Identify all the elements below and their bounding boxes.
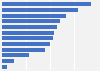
Bar — [2, 25, 57, 29]
Bar — [2, 53, 29, 57]
Bar — [2, 14, 66, 18]
Bar — [2, 65, 7, 69]
Bar — [2, 42, 50, 46]
Bar — [2, 31, 54, 35]
Bar — [2, 48, 45, 52]
Bar — [2, 2, 91, 6]
Bar — [2, 59, 14, 63]
Bar — [2, 19, 60, 23]
Bar — [2, 8, 78, 12]
Bar — [2, 36, 53, 40]
